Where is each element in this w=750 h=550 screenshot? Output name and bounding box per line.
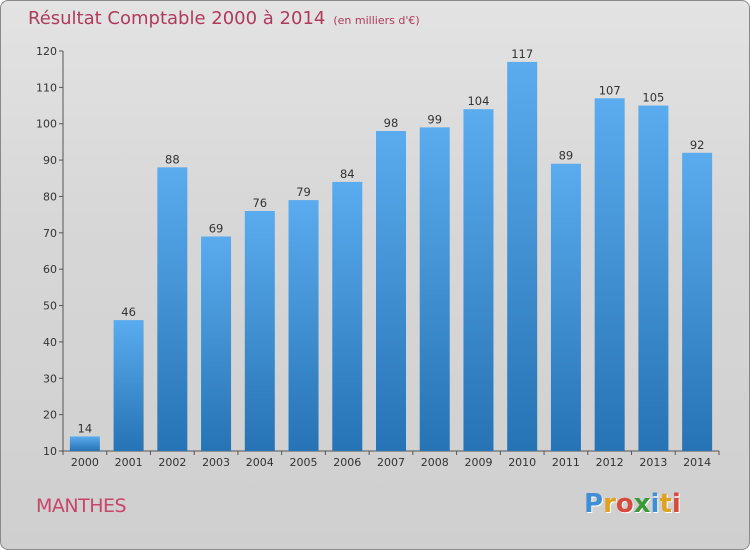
- x-tick-label: 2007: [377, 456, 405, 469]
- y-tick-label: 60: [43, 263, 57, 276]
- y-tick-label: 80: [43, 190, 57, 203]
- y-tick-label: 40: [43, 336, 57, 349]
- x-tick-label: 2005: [290, 456, 318, 469]
- y-tick-label: 50: [43, 300, 57, 313]
- data-label: 88: [165, 152, 180, 166]
- x-tick-label: 2011: [552, 456, 580, 469]
- x-tick-label: 2001: [115, 456, 143, 469]
- bar: [682, 152, 713, 451]
- x-tick-label: 2006: [333, 456, 361, 469]
- bar: [550, 163, 581, 451]
- logo-letter: o: [615, 489, 634, 519]
- y-tick-label: 90: [43, 154, 57, 167]
- bar: [244, 211, 275, 451]
- proxiti-logo: Proxiti: [584, 489, 681, 519]
- bar: [376, 131, 406, 451]
- x-tick-label: 2008: [421, 456, 449, 469]
- data-label: 69: [209, 221, 224, 235]
- bar: [332, 181, 363, 451]
- data-label: 99: [427, 112, 442, 126]
- data-label: 117: [511, 47, 533, 61]
- data-label: 79: [296, 185, 311, 199]
- bar: [419, 127, 450, 451]
- y-tick-label: 20: [43, 409, 57, 422]
- y-tick-label: 100: [36, 118, 57, 131]
- data-label: 84: [340, 167, 355, 181]
- bar: [638, 105, 669, 451]
- y-tick-label: 110: [36, 81, 57, 94]
- data-label: 76: [252, 196, 267, 210]
- data-label: 98: [384, 116, 399, 130]
- logo-letter: r: [603, 489, 616, 519]
- bar: [201, 236, 232, 451]
- chart-title-text: Résultat Comptable 2000 à 2014: [28, 8, 326, 29]
- data-label: 105: [642, 91, 664, 105]
- logo-letter: i: [671, 489, 681, 519]
- y-tick-label: 30: [43, 372, 57, 385]
- x-tick-label: 2013: [639, 456, 667, 469]
- y-tick-label: 10: [43, 445, 57, 458]
- bar: [594, 98, 625, 451]
- data-label: 14: [78, 421, 93, 435]
- data-label: 107: [599, 83, 621, 97]
- bar: [157, 167, 188, 451]
- data-label: 46: [121, 305, 136, 319]
- logo-letter: t: [659, 489, 672, 519]
- bar: [69, 436, 100, 451]
- bar: [463, 109, 494, 451]
- data-label: 89: [559, 149, 574, 163]
- x-tick-label: 2002: [158, 456, 186, 469]
- x-tick-label: 2009: [464, 456, 492, 469]
- x-tick-label: 2004: [246, 456, 274, 469]
- logo-letter: P: [584, 489, 604, 519]
- y-tick-label: 70: [43, 227, 57, 240]
- chart-unit: (en milliers d'€): [333, 14, 420, 27]
- y-tick-label: 120: [36, 45, 57, 58]
- x-tick-label: 2014: [683, 456, 711, 469]
- bar: [507, 61, 538, 452]
- x-tick-label: 2012: [596, 456, 624, 469]
- logo-letter: x: [633, 489, 651, 519]
- data-label: 104: [467, 94, 489, 108]
- place-name: MANTHES: [36, 495, 127, 517]
- x-tick-label: 2000: [71, 456, 99, 469]
- data-label: 92: [690, 138, 705, 152]
- x-tick-label: 2010: [508, 456, 536, 469]
- logo-letter: i: [650, 489, 660, 519]
- bar: [113, 320, 144, 451]
- bar: [288, 200, 319, 451]
- chart-title: Résultat Comptable 2000 à 2014 (en millie…: [28, 8, 420, 29]
- x-tick-label: 2003: [202, 456, 230, 469]
